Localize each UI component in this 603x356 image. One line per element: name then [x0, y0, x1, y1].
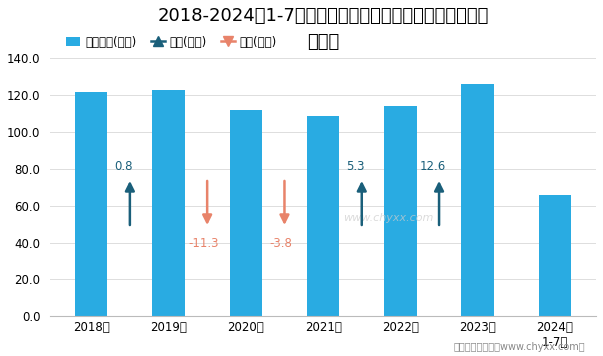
Text: www.chyxx.com: www.chyxx.com: [344, 213, 434, 223]
Text: 制图：智研咨询（www.chyxx.com）: 制图：智研咨询（www.chyxx.com）: [453, 342, 585, 352]
Legend: 出口货值(亿元), 增加(亿元), 减少(亿元): 出口货值(亿元), 增加(亿元), 减少(亿元): [62, 31, 282, 53]
Text: 12.6: 12.6: [420, 159, 446, 173]
Text: 0.8: 0.8: [115, 159, 133, 173]
Text: -3.8: -3.8: [269, 237, 292, 250]
Bar: [461, 84, 494, 316]
Bar: [153, 90, 185, 316]
Text: -11.3: -11.3: [188, 237, 218, 250]
Title: 2018-2024年1-7月全国电力、热力生产和供应业出口货值
统计图: 2018-2024年1-7月全国电力、热力生产和供应业出口货值 统计图: [157, 7, 489, 51]
Bar: [307, 116, 339, 316]
Text: 5.3: 5.3: [346, 159, 365, 173]
Bar: [75, 91, 107, 316]
Bar: [230, 110, 262, 316]
Bar: [384, 106, 417, 316]
Bar: [538, 195, 571, 316]
